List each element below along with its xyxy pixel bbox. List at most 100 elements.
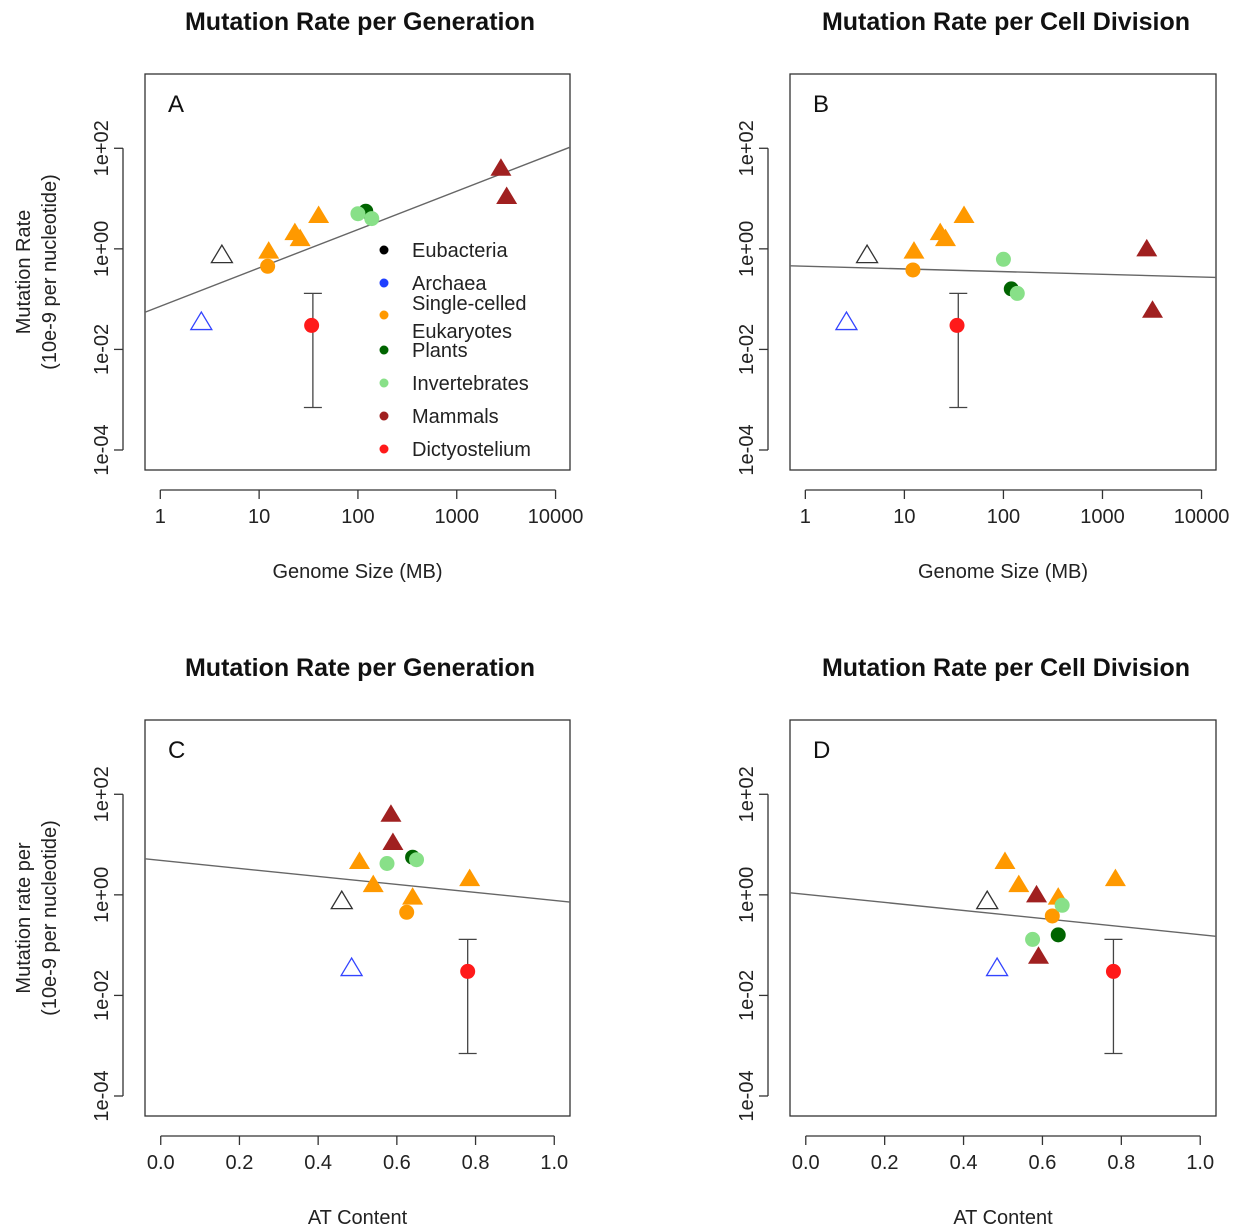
legend-swatch	[380, 412, 389, 421]
x-tick-label: 100	[341, 506, 374, 528]
x-tick-label: 0.6	[1029, 1152, 1057, 1174]
legend-label: Invertebrates	[412, 373, 529, 395]
y-tick-label: 1e+02	[736, 766, 758, 822]
data-point-triangle	[1105, 869, 1126, 887]
y-tick-label: 1e+00	[91, 867, 113, 923]
data-point-triangle	[258, 241, 279, 259]
data-point-triangle	[994, 852, 1015, 870]
panel-c: Mutation Rate per GenerationC0.0 0.2 0.4 0.…	[13, 654, 570, 1227]
x-tick-label: 1	[800, 506, 811, 528]
data-point-circle	[1025, 932, 1040, 947]
legend-label: Dictyostelium	[412, 439, 531, 461]
data-point-triangle	[349, 852, 370, 870]
y-tick-label: 1e+00	[736, 221, 758, 277]
regression-line	[790, 893, 1216, 937]
x-tick-label: 1000	[434, 506, 479, 528]
x-tick-label: 10	[248, 506, 270, 528]
legend-swatch	[380, 279, 389, 288]
data-point-open-triangle	[191, 312, 212, 330]
data-point-triangle	[1026, 885, 1047, 903]
x-tick-label: 10000	[1174, 506, 1230, 528]
data-point-circle	[350, 206, 365, 221]
data-point-circle	[905, 262, 920, 277]
plot-frame	[790, 720, 1216, 1116]
y-tick-label: 1e-04	[91, 424, 113, 475]
error-bar	[459, 939, 477, 1053]
panel-title: Mutation Rate per Cell Division	[822, 654, 1190, 682]
x-tick-label: 0.0	[792, 1152, 820, 1174]
data-point-circle	[950, 318, 965, 333]
data-point-triangle	[459, 869, 480, 887]
y-tick-label: 1e+02	[91, 766, 113, 822]
regression-line	[790, 266, 1216, 278]
y-tick-label: 1e-04	[736, 1070, 758, 1121]
error-bar	[1104, 939, 1122, 1053]
data-point-open-triangle	[836, 312, 857, 330]
data-point-triangle	[903, 241, 924, 259]
y-axis-label-units: (10e-9 per nucleotide)	[39, 820, 61, 1016]
legend-swatch	[380, 346, 389, 355]
panel-a: Mutation Rate per Generation A 1 10 100 1000 1…	[13, 8, 583, 583]
x-tick-label: 1.0	[1186, 1152, 1214, 1174]
x-tick-label: 1	[155, 506, 166, 528]
x-tick-label: 10	[893, 506, 915, 528]
panel-d: Mutation Rate per Cell Division D 0.0 0.2 0.…	[736, 654, 1216, 1227]
data-point-triangle	[1028, 946, 1049, 964]
data-point-circle	[364, 211, 379, 226]
y-axis-label: Mutation Rate	[13, 210, 35, 335]
data-point-triangle	[308, 206, 329, 224]
data-point-triangle	[402, 887, 423, 905]
panel-title: Mutation Rate per Generation	[185, 8, 535, 36]
panel-b: Mutation Rate per Cell Division B 1 10 100 10…	[736, 8, 1229, 583]
data-point-circle	[996, 252, 1011, 267]
x-tick-label: 1000	[1080, 506, 1125, 528]
data-point-circle	[304, 318, 319, 333]
y-tick-label: 1e-04	[736, 424, 758, 475]
x-tick-label: 0.0	[147, 1152, 175, 1174]
legend-swatch	[380, 445, 389, 454]
panel-title: Mutation Rate per Cell Division	[822, 8, 1190, 36]
panel-letter: B	[813, 91, 829, 118]
plot-frame	[145, 720, 570, 1116]
y-tick-label: 1e+00	[736, 867, 758, 923]
panel-letter: D	[813, 737, 830, 764]
x-tick-label: 0.8	[1107, 1152, 1135, 1174]
legend-label: Eubacteria	[412, 240, 508, 262]
data-point-circle	[1051, 927, 1066, 942]
data-point-triangle	[490, 158, 511, 176]
legend-label: Plants	[412, 340, 468, 362]
data-point-circle	[1106, 964, 1121, 979]
legend-label: Mammals	[412, 406, 499, 428]
y-tick-label: 1e+00	[91, 221, 113, 277]
x-axis-label: Genome Size (MB)	[272, 561, 442, 583]
x-tick-label: 10000	[528, 506, 584, 528]
y-tick-label: 1e+02	[91, 120, 113, 176]
data-point-circle	[1055, 898, 1070, 913]
panel-letter: C	[168, 737, 185, 764]
data-point-open-triangle	[341, 958, 362, 976]
plot-frame	[145, 74, 570, 470]
data-point-open-triangle	[977, 891, 998, 909]
data-point-open-triangle	[987, 958, 1008, 976]
x-tick-label: 1.0	[540, 1152, 568, 1174]
x-tick-label: 0.8	[462, 1152, 490, 1174]
x-tick-label: 0.6	[383, 1152, 411, 1174]
data-point-circle	[380, 856, 395, 871]
y-tick-label: 1e-02	[91, 970, 113, 1021]
data-point-circle	[1010, 286, 1025, 301]
y-tick-label: 1e+02	[736, 120, 758, 176]
data-point-circle	[260, 259, 275, 274]
x-axis-label: Genome Size (MB)	[918, 561, 1088, 583]
legend-label: Single-celled	[412, 293, 527, 315]
x-tick-label: 0.2	[871, 1152, 899, 1174]
x-tick-label: 0.2	[226, 1152, 254, 1174]
x-tick-label: 0.4	[304, 1152, 332, 1174]
legend-swatch	[380, 246, 389, 255]
data-point-triangle	[954, 206, 975, 224]
error-bar	[304, 293, 322, 407]
y-tick-label: 1e-04	[91, 1070, 113, 1121]
y-tick-label: 1e-02	[736, 970, 758, 1021]
data-point-open-triangle	[857, 245, 878, 262]
error-bar	[949, 293, 967, 407]
